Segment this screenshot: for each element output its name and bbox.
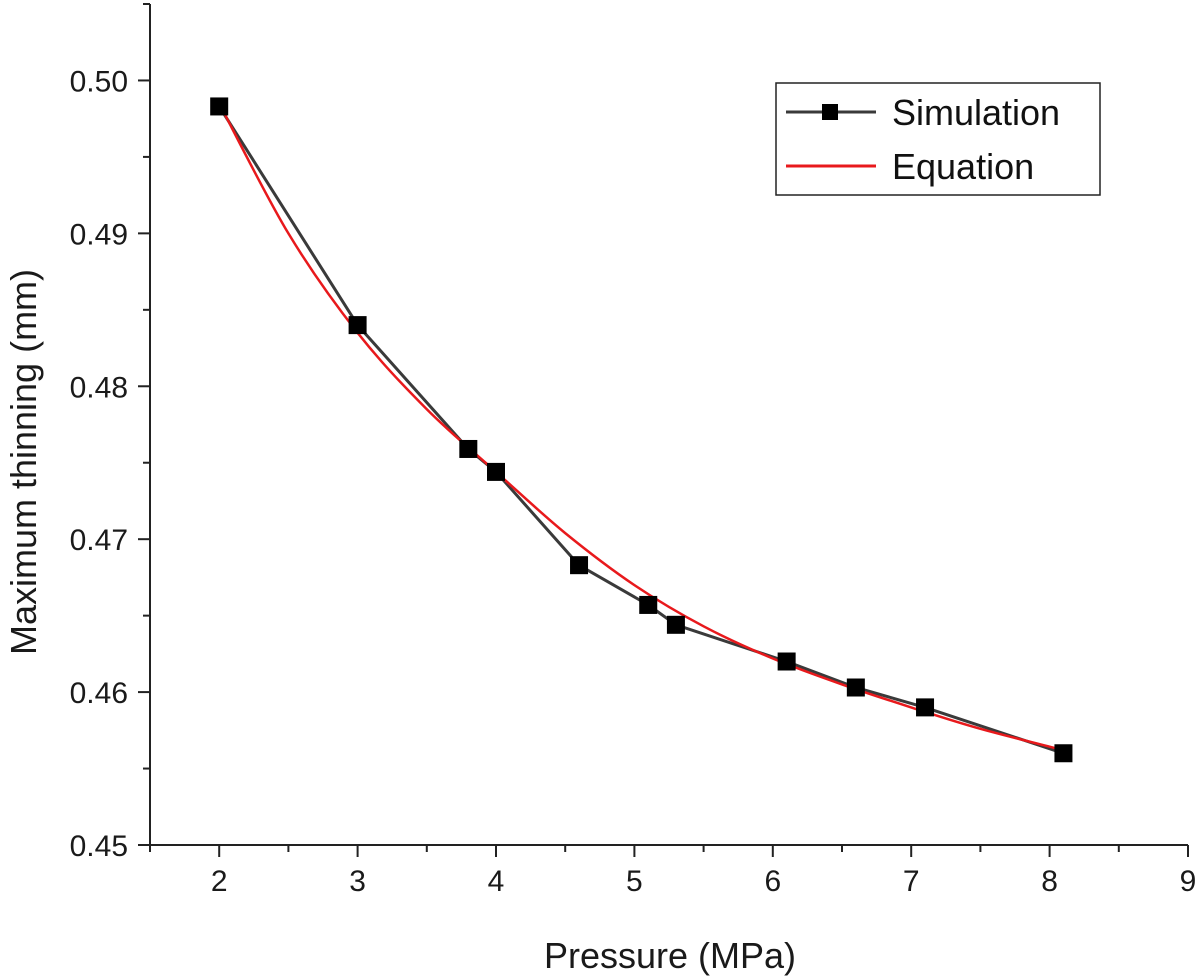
simulation-point: [639, 595, 658, 614]
y-tick-label: 0.50: [70, 65, 128, 98]
series-equation-curve: [218, 102, 1064, 752]
simulation-point: [916, 698, 935, 717]
axes: [149, 4, 1188, 846]
legend-simulation-marker: [822, 104, 838, 120]
y-axis-title: Maximum thinning (mm): [3, 269, 44, 655]
simulation-point: [210, 97, 229, 116]
y-tick-label: 0.47: [70, 524, 128, 557]
x-tick-label: 3: [349, 865, 366, 898]
y-tick-label: 0.46: [70, 677, 128, 710]
x-tick-label: 9: [1180, 865, 1197, 898]
x-tick-label: 6: [764, 865, 781, 898]
simulation-point: [348, 316, 367, 335]
y-tick-label: 0.49: [70, 218, 128, 251]
y-axis-ticks: 0.45 0.46 0.47 0.48 0.49 0.50: [70, 3, 150, 863]
y-tick-label: 0.48: [70, 371, 128, 404]
simulation-point: [846, 678, 865, 697]
x-axis-title: Pressure (MPa): [544, 935, 796, 976]
x-tick-label: 8: [1041, 865, 1058, 898]
simulation-point: [570, 556, 589, 575]
x-tick-label: 5: [626, 865, 643, 898]
legend-simulation-label: Simulation: [892, 92, 1060, 133]
legend: Simulation Equation: [775, 82, 1101, 196]
series-simulation-line: [217, 105, 1064, 755]
simulation-point: [666, 615, 685, 634]
simulation-point: [1054, 744, 1073, 763]
series-layer: [210, 97, 1073, 763]
simulation-point: [487, 462, 505, 481]
x-tick-label: 4: [488, 865, 505, 898]
legend-equation-label: Equation: [892, 146, 1034, 187]
x-tick-label: 2: [211, 865, 228, 898]
simulation-point: [777, 652, 796, 671]
x-axis-ticks: 2 3 4 5 6 7 8 9: [149, 845, 1197, 898]
simulation-point: [459, 439, 478, 458]
x-tick-label: 7: [903, 865, 920, 898]
y-tick-label: 0.45: [70, 830, 128, 863]
legend-box: [775, 82, 1101, 196]
